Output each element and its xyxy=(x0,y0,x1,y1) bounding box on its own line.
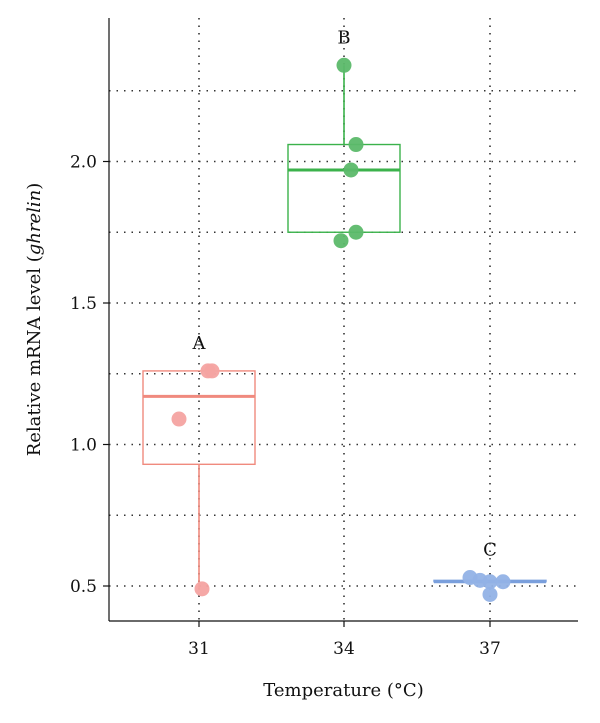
data-point-37 xyxy=(495,574,511,590)
x-tick-label: 37 xyxy=(479,639,501,659)
y-tick-label: 1.0 xyxy=(70,436,97,456)
x-axis-title: Temperature (°C) xyxy=(263,680,423,701)
box-body xyxy=(142,370,256,466)
data-point-31 xyxy=(171,411,187,427)
y-axis-title-gene: ghrelin xyxy=(24,190,45,255)
data-point-37 xyxy=(482,586,498,602)
y-tick-label: 1.5 xyxy=(70,294,97,314)
y-tick-label: 2.0 xyxy=(70,153,97,173)
y-axis-title-prefix: Relative mRNA level ( xyxy=(24,255,45,456)
data-point-34 xyxy=(336,57,352,73)
letters-layer: A B C xyxy=(192,27,497,560)
ticks-layer: 0.5 1.0 1.5 2.0 31 34 37 xyxy=(70,153,501,660)
data-point-37 xyxy=(482,574,498,590)
data-point-31 xyxy=(194,581,210,597)
x-tick-label: 34 xyxy=(333,639,355,659)
data-point-34 xyxy=(333,233,349,249)
box-body xyxy=(287,143,401,233)
x-tick-label: 31 xyxy=(188,639,210,659)
boxes-layer xyxy=(142,65,547,589)
data-point-34 xyxy=(348,137,364,153)
significance-letter-34: B xyxy=(337,27,350,48)
points-layer xyxy=(171,57,511,602)
data-point-31 xyxy=(204,363,220,379)
data-point-34 xyxy=(348,224,364,240)
y-tick-label: 0.5 xyxy=(70,577,97,597)
significance-letter-37: C xyxy=(483,540,497,561)
y-axis-title: Relative mRNA level (ghrelin) xyxy=(24,183,45,457)
data-point-34 xyxy=(343,162,359,178)
box-31 xyxy=(142,370,256,589)
y-axis-title-suffix: ) xyxy=(24,183,45,190)
significance-letter-31: A xyxy=(192,333,207,354)
